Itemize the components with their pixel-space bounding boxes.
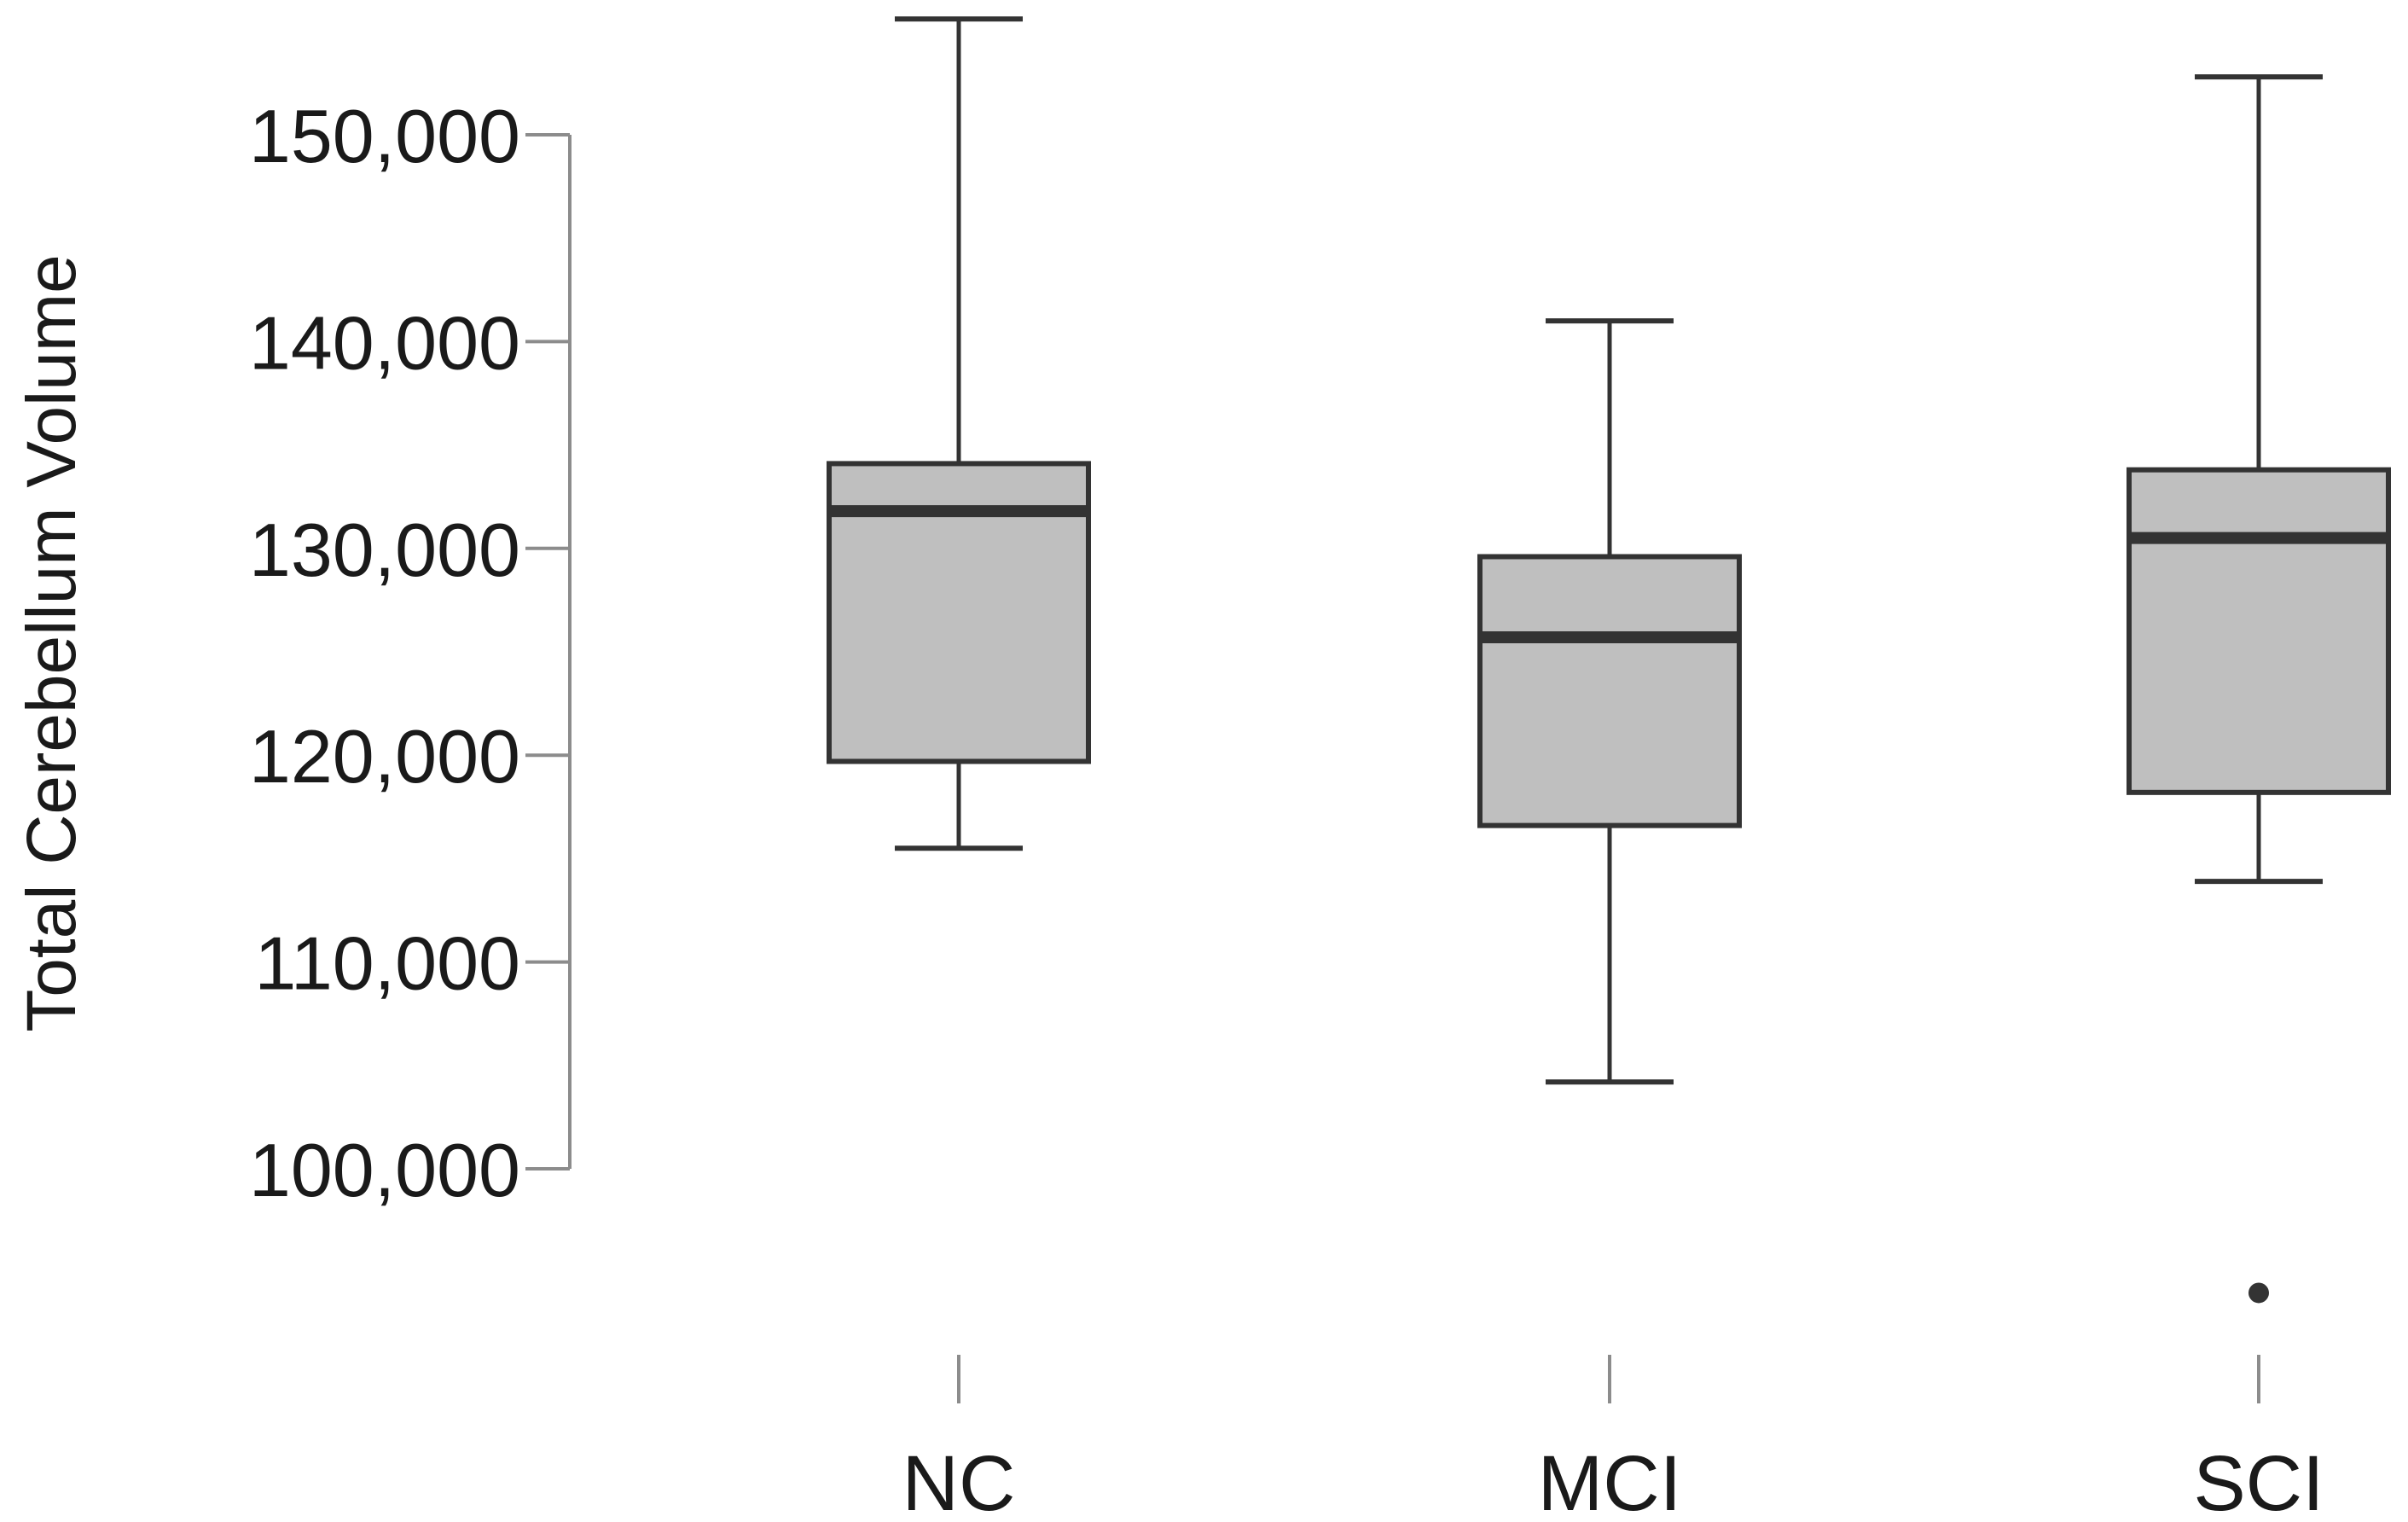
y-tick-label: 110,000 (254, 921, 520, 1006)
boxes-group (827, 16, 2391, 1304)
x-category-label: SCI (2193, 1440, 2324, 1522)
box-sci (2127, 74, 2391, 1304)
x-category-label: NC (902, 1440, 1016, 1522)
iqr-box (2127, 467, 2391, 795)
y-tick-label: 130,000 (249, 508, 520, 592)
y-tick-label: 120,000 (249, 714, 520, 799)
box-mci (1477, 318, 1742, 1085)
y-axis-title: Total Cerebellum Volume (13, 254, 90, 1032)
iqr-box (1477, 554, 1742, 828)
y-tick-label: 150,000 (249, 94, 520, 178)
y-tick-label: 100,000 (249, 1128, 520, 1212)
y-axis: 100,000 110,000 120,000 130,000 140,000 150,0… (249, 94, 572, 1212)
box-nc (827, 16, 1091, 851)
x-axis: NC MCI SCI (902, 1355, 2324, 1522)
outlier-point (2248, 1282, 2269, 1304)
x-category-label: MCI (1538, 1440, 1682, 1522)
y-tick-label: 140,000 (249, 300, 520, 385)
